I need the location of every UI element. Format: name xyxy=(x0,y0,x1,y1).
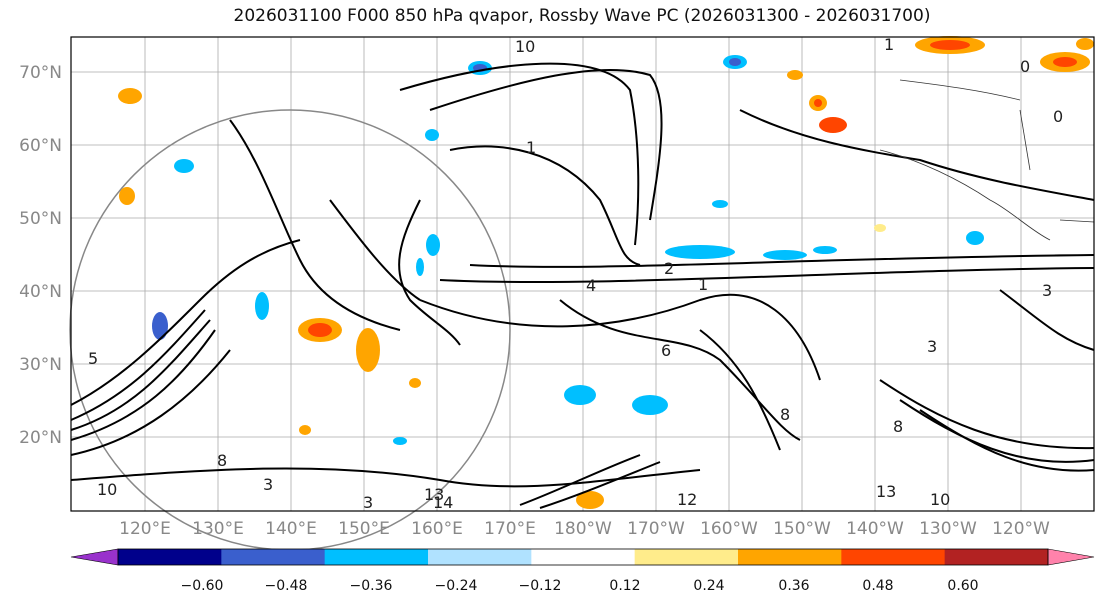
lat-label: 50°N xyxy=(19,209,62,229)
colorbar-segment xyxy=(428,549,532,565)
contour-label: 10 xyxy=(515,37,535,56)
contour-label: 12 xyxy=(677,490,697,509)
coastlines xyxy=(879,79,1095,241)
lat-label: 60°N xyxy=(19,136,62,156)
contour-label: 3 xyxy=(927,337,937,356)
lat-label: 40°N xyxy=(19,282,62,302)
lat-label: 30°N xyxy=(19,355,62,375)
lon-label: 170°E xyxy=(484,519,536,539)
colorbar-extend-high xyxy=(1047,548,1095,566)
anomaly-shading xyxy=(118,36,1094,509)
contour-label: 0 xyxy=(1020,57,1030,76)
colorbar-tick-label: 0.36 xyxy=(778,578,809,594)
lon-label: 160°E xyxy=(411,519,463,539)
contour-lines xyxy=(70,62,1095,509)
colorbar-tick-label: 0.12 xyxy=(609,578,640,594)
colorbar-segment xyxy=(841,549,946,565)
contour-label: 5 xyxy=(88,349,98,368)
contour-label-group: 10 1 1 0 1 4 2 3 6 8 8 3 3 8 10 13 14 12… xyxy=(88,35,1063,512)
colorbar-segment xyxy=(531,549,636,565)
lon-label: 170°W xyxy=(627,519,685,539)
contour-label: 4 xyxy=(586,276,596,295)
colorbar-segment xyxy=(944,549,1049,565)
graticule xyxy=(71,37,1094,511)
contour-label: 1 xyxy=(698,275,708,294)
contour-label: 13 xyxy=(876,482,896,501)
colorbar-segment xyxy=(324,549,429,565)
contour-label: 1 xyxy=(884,35,894,54)
contour-label: 13 xyxy=(424,485,444,504)
contour-label: 10 xyxy=(930,490,950,509)
colorbar xyxy=(70,548,1095,566)
lat-label: 20°N xyxy=(19,428,62,448)
map-background xyxy=(71,37,1094,511)
colorbar-ticks: −0.60 −0.48 −0.36 −0.24 −0.12 0.12 0.24 … xyxy=(181,578,979,594)
contour-label: 8 xyxy=(780,405,790,424)
colorbar-tick-label: −0.12 xyxy=(519,578,562,594)
contour-label: 3 xyxy=(263,475,273,494)
colorbar-extend-low xyxy=(70,548,119,566)
lon-label: 130°E xyxy=(192,519,244,539)
colorbar-tick-label: −0.48 xyxy=(265,578,308,594)
contour-label: 1 xyxy=(526,138,536,157)
colorbar-segment xyxy=(738,549,842,565)
contour-label: 3 xyxy=(1042,281,1052,300)
contour-label: 10 xyxy=(97,480,117,499)
lon-label: 120°E xyxy=(119,519,171,539)
lon-labels: 120°E 130°E 140°E 150°E 160°E 170°E 180°… xyxy=(119,519,1050,539)
lon-label: 130°W xyxy=(919,519,977,539)
map-frame xyxy=(70,36,1095,512)
contour-label: 0 xyxy=(1053,107,1063,126)
lon-label: 150°E xyxy=(338,519,390,539)
contour-label: 6 xyxy=(661,341,671,360)
lon-label: 180°W xyxy=(554,519,612,539)
contour-label: 8 xyxy=(217,451,227,470)
colorbar-border xyxy=(117,548,1049,566)
lon-label: 140°W xyxy=(846,519,904,539)
lon-label: 150°W xyxy=(773,519,831,539)
colorbar-tick-label: −0.24 xyxy=(435,578,478,594)
lat-labels: 70°N 60°N 50°N 40°N 30°N 20°N xyxy=(19,63,62,448)
contour-label: 14 xyxy=(433,493,453,512)
lat-label: 70°N xyxy=(19,63,62,83)
colorbar-segment xyxy=(634,549,739,565)
map-title: 2026031100 F000 850 hPa qvapor, Rossby W… xyxy=(233,6,931,26)
colorbar-segment xyxy=(221,549,326,565)
colorbar-tick-label: 0.24 xyxy=(693,578,724,594)
contour-label: 2 xyxy=(664,259,674,278)
contour-label: 3 xyxy=(363,493,373,512)
lon-label: 140°E xyxy=(265,519,317,539)
contour-label: 8 xyxy=(893,417,903,436)
colorbar-tick-label: 0.60 xyxy=(947,578,978,594)
colorbar-tick-label: −0.60 xyxy=(181,578,224,594)
colorbar-segment xyxy=(118,549,222,565)
lon-label: 160°W xyxy=(700,519,758,539)
colorbar-tick-label: 0.48 xyxy=(862,578,893,594)
colorbar-tick-label: −0.36 xyxy=(350,578,393,594)
lon-label: 120°W xyxy=(992,519,1050,539)
